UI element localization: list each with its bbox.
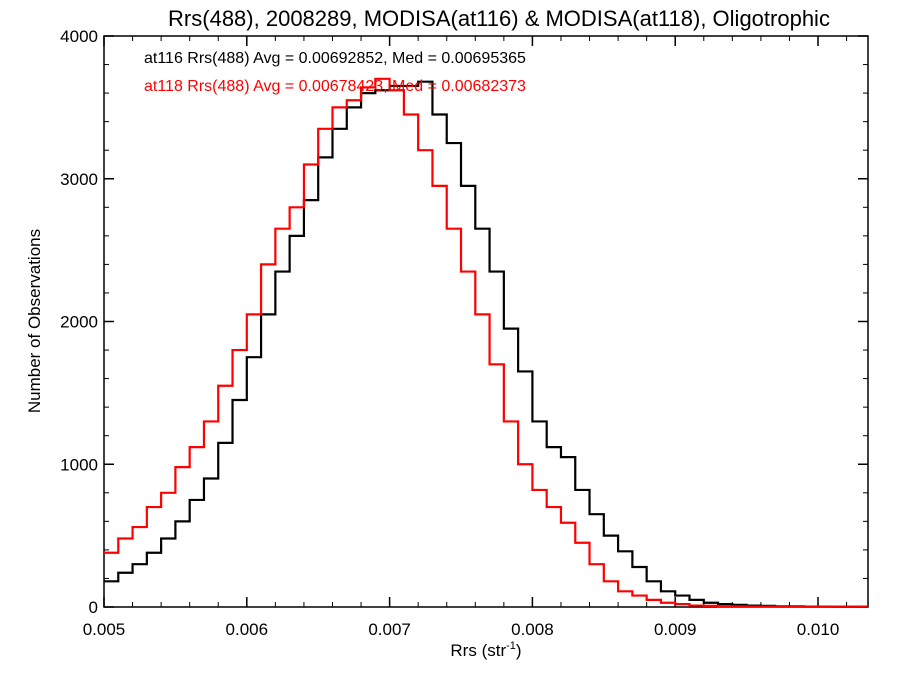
plot-frame (103, 35, 869, 608)
chart-title: Rrs(488), 2008289, MODISA(at116) & MODIS… (168, 6, 830, 31)
x-tick-label: 0.009 (654, 620, 697, 639)
x-axis-label-base: Rrs (str (450, 641, 506, 660)
y-axis-label: Number of Observations (25, 229, 44, 413)
x-axis-label: Rrs (str-1) (450, 640, 521, 660)
x-tick-label: 0.005 (83, 620, 126, 639)
x-tick-label: 0.010 (797, 620, 840, 639)
legend-entry-at118: at118 Rrs(488) Avg = 0.00678423, Med = 0… (144, 78, 526, 95)
y-tick-label: 1000 (60, 455, 98, 474)
series-line-at116 (104, 80, 868, 608)
legend-entry-at116: at116 Rrs(488) Avg = 0.00692852, Med = 0… (144, 50, 526, 67)
x-axis-ticks: 0.005 0.006 0.007 0.008 0.009 0.010 (83, 36, 848, 639)
series-layer (104, 77, 868, 608)
x-axis-label-superscript: -1 (506, 640, 516, 652)
y-tick-label: 0 (89, 598, 98, 617)
x-tick-label: 0.008 (511, 620, 554, 639)
y-tick-label: 2000 (60, 313, 98, 332)
y-axis-ticks: 0 1000 2000 3000 4000 (60, 27, 868, 617)
y-tick-label: 3000 (60, 170, 98, 189)
x-tick-label: 0.006 (226, 620, 269, 639)
x-tick-label: 0.007 (368, 620, 411, 639)
y-tick-label: 4000 (60, 27, 98, 46)
series-line-at118 (104, 77, 868, 608)
x-axis-label-end: ) (516, 641, 522, 660)
